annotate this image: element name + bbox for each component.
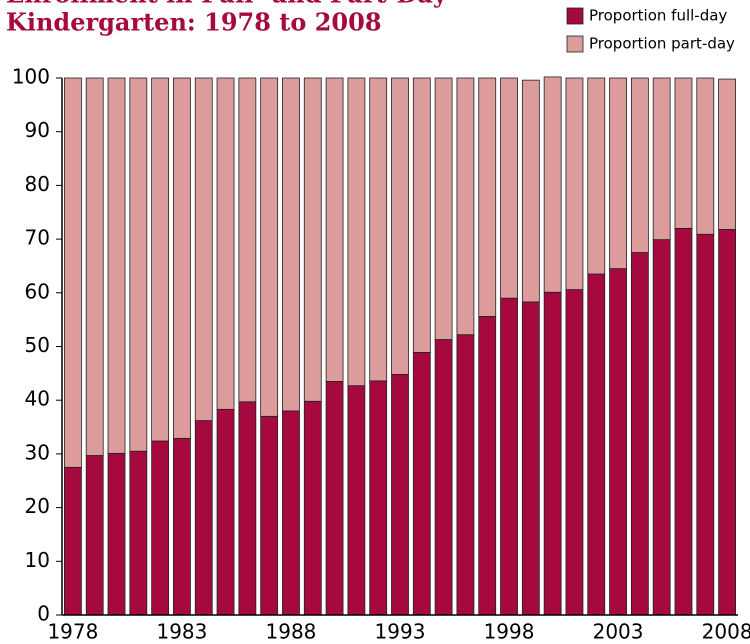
y-tick-label: 90: [25, 118, 50, 142]
legend-swatch: [566, 7, 584, 25]
bar-segment: [216, 77, 235, 410]
y-tick-label: 0: [37, 602, 50, 626]
bar-segment: [85, 455, 104, 616]
bar-segment: [718, 229, 736, 616]
y-tick-label: 80: [25, 172, 50, 196]
bar-segment: [412, 77, 431, 353]
bar-segment: [630, 77, 649, 253]
bar-segment: [652, 239, 671, 616]
y-tick-label: 30: [25, 440, 50, 464]
legend-label: Proportion part-day: [589, 35, 735, 53]
bar-segment: [587, 77, 606, 275]
bar-segment: [718, 78, 736, 230]
bar-segment: [521, 301, 540, 616]
bar-segment: [500, 297, 518, 616]
bar-segment: [303, 77, 322, 402]
bar-segment: [107, 77, 126, 454]
bar-segment: [412, 352, 431, 616]
bar-segment: [129, 450, 148, 616]
bar-segment: [129, 77, 148, 452]
bar-segment: [347, 385, 366, 616]
x-tick-label: 1988: [266, 620, 317, 644]
bar-segment: [151, 440, 170, 616]
chart-title: Enrollment in Full- and Part-Day: [6, 0, 448, 9]
bar-segment: [630, 252, 649, 616]
bar-segment: [674, 77, 693, 229]
bar-segment: [565, 289, 584, 616]
bar-segment: [587, 273, 606, 616]
y-tick-label: 70: [25, 226, 50, 250]
bar-segment: [543, 76, 562, 293]
chart-title: Kindergarten: 1978 to 2008: [6, 8, 382, 37]
bar-segment: [696, 77, 715, 235]
bar-segment: [194, 77, 213, 422]
bar-segment: [696, 233, 715, 616]
bar-segment: [456, 77, 475, 336]
bar-segment: [369, 380, 388, 616]
y-tick-label: 40: [25, 387, 50, 411]
x-tick-label: 1993: [375, 620, 426, 644]
bar-segment: [521, 79, 540, 303]
bar-segment: [391, 77, 409, 375]
bar-segment: [303, 400, 322, 616]
bar-segment: [543, 291, 562, 616]
bar-segment: [325, 77, 344, 382]
bar-segment: [434, 77, 453, 340]
bar-segment: [456, 334, 475, 616]
x-tick-label: 1978: [47, 620, 98, 644]
x-tick-label: 2003: [593, 620, 644, 644]
y-tick-label: 50: [25, 333, 50, 357]
x-tick-label: 1998: [484, 620, 535, 644]
y-tick-label: 100: [12, 65, 50, 89]
bar-segment: [85, 77, 104, 456]
y-tick-label: 60: [25, 279, 50, 303]
legend-label: Proportion full-day: [589, 7, 727, 25]
bar-segment: [369, 77, 388, 382]
x-tick-label: 2008: [702, 620, 750, 644]
bar-segment: [238, 401, 257, 616]
bar-segment: [282, 77, 300, 412]
bar-segment: [609, 268, 627, 616]
bar-segment: [652, 77, 671, 241]
y-tick-label: 10: [25, 548, 50, 572]
bar-segment: [216, 408, 235, 616]
bar-segment: [260, 415, 279, 616]
bar-segment: [107, 452, 126, 616]
bar-segment: [478, 77, 497, 317]
bar-segment: [151, 77, 170, 442]
legend-swatch: [566, 35, 584, 53]
bar-segment: [260, 77, 279, 417]
bar-segment: [391, 374, 409, 616]
bar-segment: [609, 77, 627, 270]
bar-segment: [282, 410, 300, 616]
bar-segment: [500, 77, 518, 299]
bar-segment: [325, 381, 344, 616]
bar-segment: [434, 339, 453, 616]
bar-segment: [565, 77, 584, 290]
bar-segment: [64, 77, 82, 468]
bar-segment: [64, 466, 82, 616]
bar-segment: [347, 77, 366, 387]
bar-segment: [674, 227, 693, 616]
bar-segment: [238, 77, 257, 403]
y-tick-label: 20: [25, 494, 50, 518]
bar-segment: [173, 77, 191, 439]
bar-segment: [173, 437, 191, 616]
bar-segment: [194, 420, 213, 616]
bar-segment: [478, 316, 497, 616]
x-tick-label: 1983: [156, 620, 207, 644]
